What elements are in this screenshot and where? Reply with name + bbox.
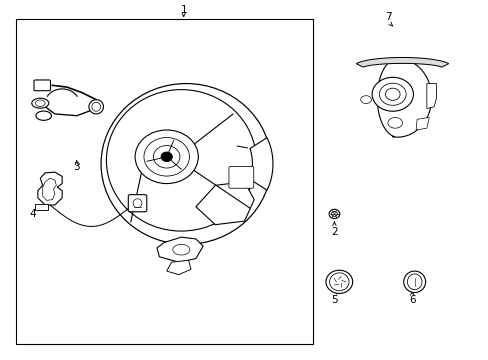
Polygon shape (42, 178, 56, 201)
Ellipse shape (379, 83, 406, 105)
Ellipse shape (387, 117, 402, 128)
FancyBboxPatch shape (228, 166, 253, 188)
Ellipse shape (35, 100, 45, 107)
Ellipse shape (36, 111, 51, 120)
Ellipse shape (143, 138, 189, 176)
Ellipse shape (161, 152, 172, 162)
Ellipse shape (407, 274, 421, 290)
Polygon shape (38, 172, 62, 205)
Ellipse shape (89, 100, 103, 114)
Bar (35, 204, 47, 210)
Ellipse shape (135, 130, 198, 184)
Ellipse shape (325, 270, 352, 293)
Polygon shape (426, 84, 436, 109)
FancyBboxPatch shape (128, 195, 146, 212)
Ellipse shape (172, 244, 189, 255)
Ellipse shape (403, 271, 425, 293)
Text: 5: 5 (330, 295, 337, 305)
Bar (16, 19, 312, 344)
Polygon shape (157, 237, 203, 262)
Ellipse shape (329, 273, 348, 291)
Text: 2: 2 (330, 227, 337, 237)
Text: 3: 3 (73, 162, 80, 172)
Text: 7: 7 (384, 13, 390, 22)
Ellipse shape (92, 102, 101, 111)
Polygon shape (166, 260, 191, 275)
FancyBboxPatch shape (34, 80, 50, 91)
Text: 6: 6 (408, 295, 415, 305)
Ellipse shape (331, 211, 337, 216)
Ellipse shape (385, 88, 399, 100)
Ellipse shape (106, 90, 256, 231)
Ellipse shape (371, 77, 413, 111)
Ellipse shape (153, 145, 180, 168)
Polygon shape (196, 182, 254, 225)
Polygon shape (356, 58, 448, 67)
Ellipse shape (328, 209, 339, 219)
Polygon shape (249, 138, 272, 190)
Ellipse shape (133, 199, 142, 208)
Ellipse shape (32, 98, 49, 108)
Ellipse shape (101, 84, 271, 244)
Polygon shape (415, 117, 428, 130)
Text: 1: 1 (180, 5, 186, 15)
Ellipse shape (360, 96, 371, 104)
Polygon shape (376, 59, 431, 137)
Text: 4: 4 (30, 209, 36, 219)
